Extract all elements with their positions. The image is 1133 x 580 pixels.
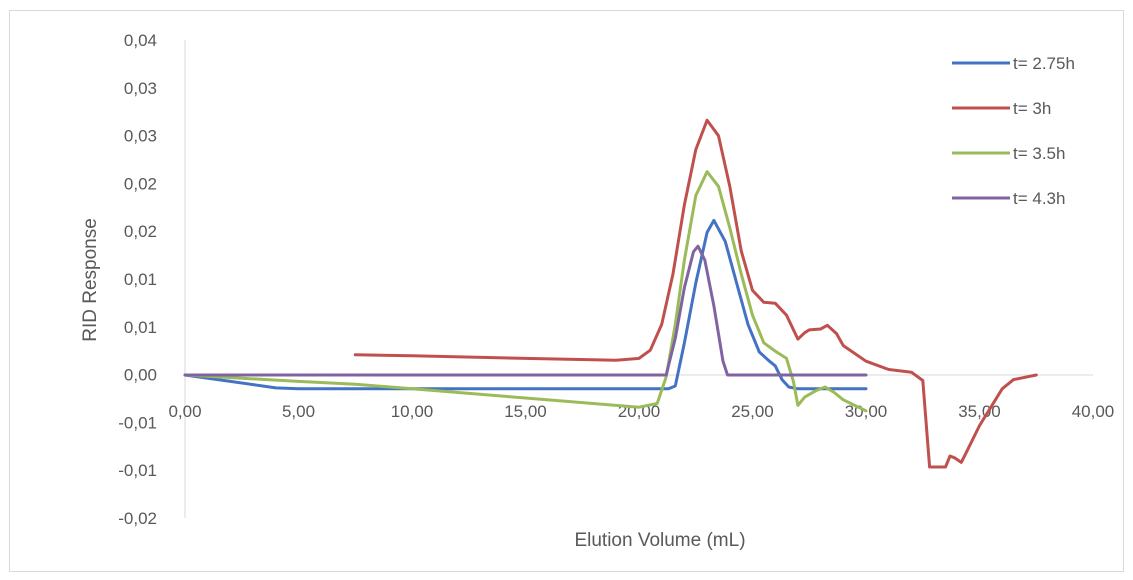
x-tick-label: 25,00 (731, 402, 774, 421)
x-tick-label: 10,00 (391, 402, 434, 421)
y-tick-label: 0,02 (124, 174, 157, 193)
y-tick-label: 0,00 (124, 366, 157, 385)
y-tick-label: 0,03 (124, 127, 157, 146)
x-tick-label: 35,00 (958, 402, 1001, 421)
series-line-3 (183, 170, 868, 413)
x-tick-labels: 0,00 5,00 10,00 15,00 20,00 25,00 30,00 35,00 40… (168, 402, 1114, 421)
y-tick-labels: 0,04 0,03 0,03 0,02 0,02 0,01 0,01 0,00 -0,01 -0,… (118, 31, 157, 528)
legend-label-4: t= 4.3h (1013, 189, 1065, 208)
legend: t= 2.75h t= 3h t= 3.5h t= 4.3h (952, 54, 1075, 208)
series-line-2 (353, 118, 1038, 469)
y-tick-label: -0,02 (118, 509, 157, 528)
y-tick-label: 0,03 (124, 79, 157, 98)
y-tick-label: 0,01 (124, 318, 157, 337)
y-axis-title: RID Response (80, 218, 101, 342)
y-tick-label: 0,04 (124, 31, 157, 50)
series-layer (183, 118, 1038, 469)
axes (184, 40, 1093, 518)
x-tick-label: 0,00 (168, 402, 201, 421)
legend-label-3: t= 3.5h (1013, 144, 1065, 163)
legend-label-1: t= 2.75h (1013, 54, 1075, 73)
y-tick-label: 0,01 (124, 270, 157, 289)
series-line-4 (183, 244, 868, 377)
x-axis-title: Elution Volume (mL) (574, 530, 745, 551)
x-tick-label: 15,00 (504, 402, 547, 421)
y-tick-label: -0,01 (118, 461, 157, 480)
legend-label-2: t= 3h (1013, 99, 1051, 118)
chart-frame (9, 10, 1124, 572)
series-line-1 (183, 218, 868, 391)
y-tick-label: -0,01 (118, 413, 157, 432)
y-tick-label: 0,02 (124, 222, 157, 241)
x-tick-label: 40,00 (1072, 402, 1115, 421)
x-tick-label: 5,00 (282, 402, 315, 421)
